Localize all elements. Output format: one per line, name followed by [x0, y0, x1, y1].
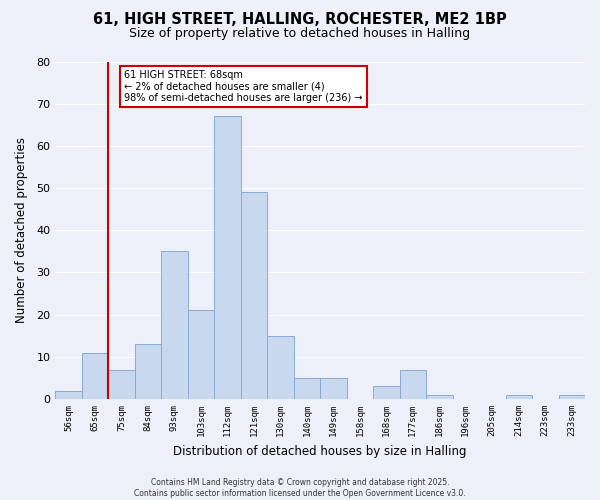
Bar	[161, 252, 188, 399]
Bar	[188, 310, 214, 399]
Bar	[82, 352, 108, 399]
Bar	[400, 370, 426, 399]
Bar	[55, 390, 82, 399]
Bar	[506, 395, 532, 399]
Text: Contains HM Land Registry data © Crown copyright and database right 2025.
Contai: Contains HM Land Registry data © Crown c…	[134, 478, 466, 498]
Text: 61 HIGH STREET: 68sqm
← 2% of detached houses are smaller (4)
98% of semi-detach: 61 HIGH STREET: 68sqm ← 2% of detached h…	[124, 70, 362, 103]
Bar	[135, 344, 161, 399]
Bar	[320, 378, 347, 399]
Text: 61, HIGH STREET, HALLING, ROCHESTER, ME2 1BP: 61, HIGH STREET, HALLING, ROCHESTER, ME2…	[93, 12, 507, 28]
Y-axis label: Number of detached properties: Number of detached properties	[15, 138, 28, 324]
Bar	[214, 116, 241, 399]
Bar	[293, 378, 320, 399]
Bar	[426, 395, 452, 399]
Bar	[108, 370, 135, 399]
Bar	[373, 386, 400, 399]
X-axis label: Distribution of detached houses by size in Halling: Distribution of detached houses by size …	[173, 444, 467, 458]
Bar	[559, 395, 585, 399]
Bar	[267, 336, 293, 399]
Text: Size of property relative to detached houses in Halling: Size of property relative to detached ho…	[130, 28, 470, 40]
Bar	[241, 192, 267, 399]
